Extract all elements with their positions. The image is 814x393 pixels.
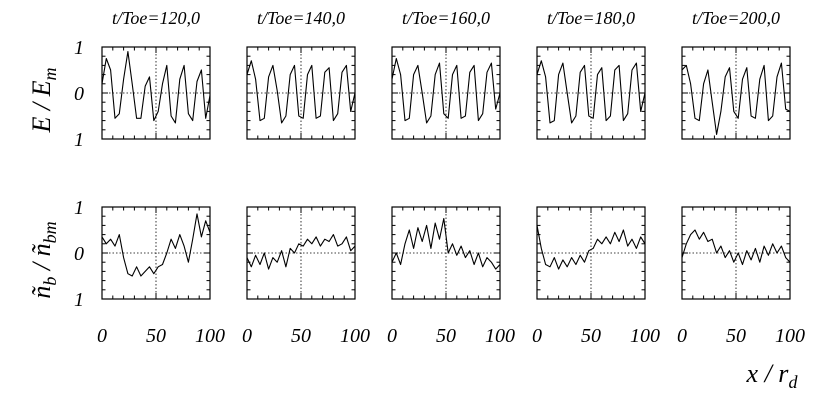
panel-title-3: t/Toe=160,0 — [402, 8, 490, 28]
y-tick-label: 1 — [74, 37, 84, 59]
x-tick-label: 0 — [97, 325, 107, 347]
y-label-top-text: E / Em — [27, 68, 60, 134]
panel-r2-c5: 0 50 100 — [677, 206, 805, 347]
y-tick-label: 1 — [74, 197, 84, 219]
x-axis-label-sub: d — [788, 372, 798, 392]
y-label-bottom-slash: / ñ — [27, 243, 56, 276]
series-line — [536, 225, 646, 270]
series-line — [246, 60, 356, 124]
x-tick-label: 50 — [726, 325, 746, 347]
y-label-top-e: E / E — [27, 80, 56, 133]
panel-r1-c1: 1 0 1 — [74, 37, 211, 151]
panel-r1-c5 — [681, 46, 791, 140]
x-tick-label: 50 — [146, 325, 166, 347]
y-label-bottom-n: ñ — [27, 286, 56, 299]
series-line — [246, 234, 356, 270]
x-tick-label: 50 — [581, 325, 601, 347]
x-axis-label-x: x / r — [746, 359, 790, 388]
x-axis-label: x / rd — [746, 359, 799, 392]
x-tick-label: 100 — [340, 325, 370, 347]
y-label-top: E / Em — [27, 68, 60, 134]
series-line — [101, 51, 211, 124]
panel-r2-c4: 0 50 100 — [532, 206, 660, 347]
x-tick-label: 100 — [630, 325, 660, 347]
x-tick-label: 0 — [532, 325, 542, 347]
y-label-bottom-text: ñb / ñbm — [27, 221, 60, 298]
panels: t/Toe=120,0 t/Toe=140,0 t/Toe=160,0 t/Toe=1… — [74, 8, 805, 347]
x-tick-label: 100 — [195, 325, 225, 347]
y-tick-label: 0 — [74, 243, 84, 265]
panel-title-2: t/Toe=140,0 — [257, 8, 345, 28]
x-tick-label: 0 — [242, 325, 252, 347]
panel-r2-c3: 0 50 100 — [387, 206, 515, 347]
y-label-bottom: ñb / ñbm — [27, 221, 60, 298]
y-tick-label: 1 — [74, 289, 84, 311]
series-line — [536, 60, 646, 124]
series-line — [101, 213, 211, 277]
series-line — [681, 229, 791, 266]
y-tick-label: 0 — [74, 83, 84, 105]
panel-r1-c3 — [391, 46, 501, 140]
x-tick-label: 100 — [775, 325, 805, 347]
panel-r1-c2 — [246, 46, 356, 140]
panel-r2-c2: 0 50 100 — [242, 206, 370, 347]
series-line — [391, 217, 501, 270]
panel-title-4: t/Toe=180,0 — [547, 8, 635, 28]
x-tick-label: 0 — [387, 325, 397, 347]
x-tick-label: 50 — [291, 325, 311, 347]
y-label-top-sub: m — [40, 68, 60, 81]
panel-r1-c4 — [536, 46, 646, 140]
panel-title-5: t/Toe=200,0 — [692, 8, 780, 28]
series-line — [391, 57, 501, 124]
panel-title-1: t/Toe=120,0 — [112, 8, 200, 28]
y-label-bottom-sub-bm: bm — [40, 221, 60, 243]
y-tick-label: 1 — [74, 129, 84, 151]
x-tick-label: 100 — [485, 325, 515, 347]
x-tick-label: 0 — [677, 325, 687, 347]
series-line — [681, 62, 791, 135]
x-tick-label: 50 — [436, 325, 456, 347]
y-label-bottom-sub-b: b — [40, 277, 60, 286]
